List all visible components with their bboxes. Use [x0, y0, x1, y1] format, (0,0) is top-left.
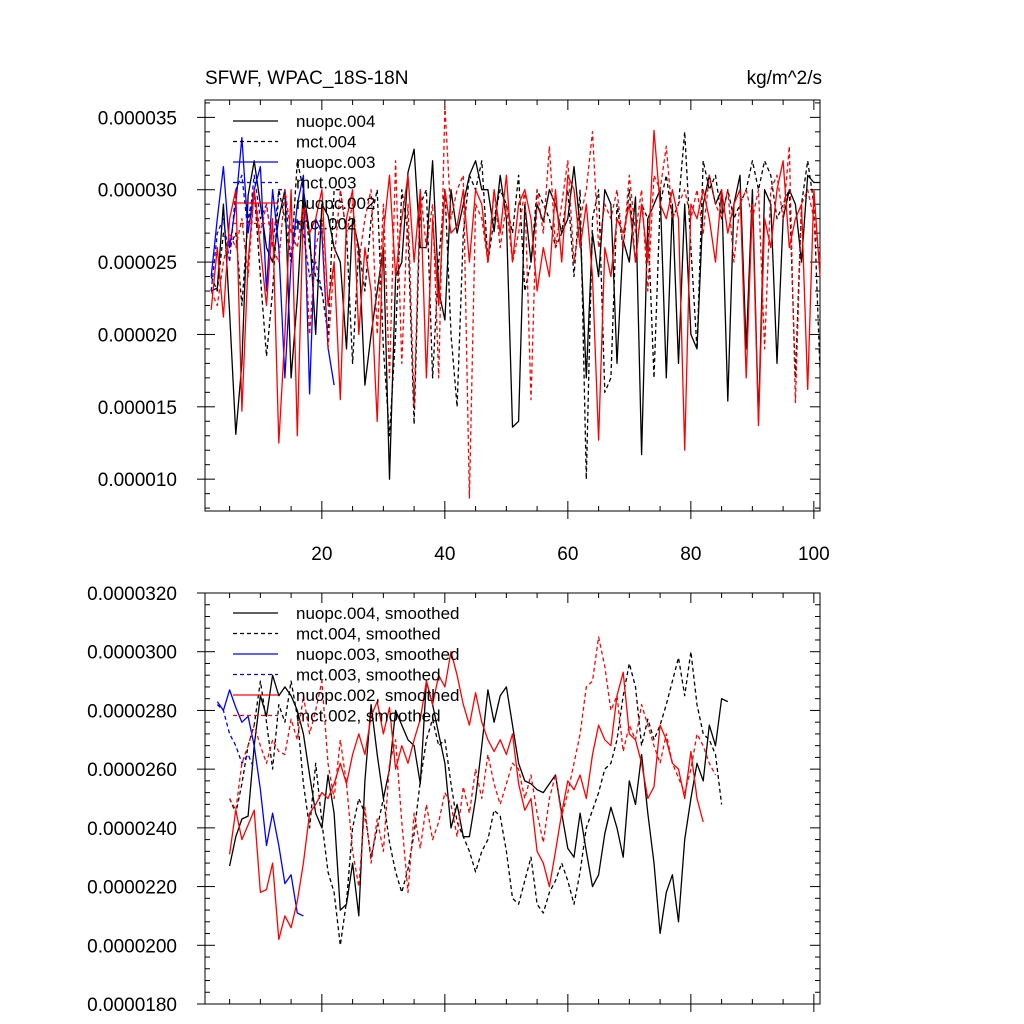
y-tick-label: 0.0000180	[87, 995, 177, 1016]
x-tick-label: 60	[557, 544, 578, 565]
bottom-axis-ticks	[197, 592, 820, 1012]
y-tick-label: 0.0000260	[87, 760, 177, 781]
y-tick-label: 0.000015	[98, 398, 177, 419]
series-line-mct-002-smoothed	[229, 636, 717, 894]
bottom-y-tick-labels: 0.0000180 0.0000200 0.0000220 0.0000240 0.00…	[87, 584, 177, 1016]
top-y-tick-labels: 0.000010 0.000015 0.000020 0.000025 0.000030…	[98, 108, 177, 491]
x-tick-label: 40	[434, 544, 455, 565]
top-x-tick-labels: 20 40 60 80 100	[311, 544, 829, 565]
series-line-nuopc-002-smoothed	[228, 651, 704, 941]
legend-label: mct.004	[296, 133, 356, 152]
y-tick-label: 0.0000300	[87, 643, 177, 664]
x-tick-label: 20	[311, 544, 332, 565]
legend-label: mct.003, smoothed	[296, 666, 441, 685]
y-tick-label: 0.0000240	[87, 819, 177, 840]
legend-label: mct.002, smoothed	[296, 707, 441, 726]
top-panel: SFWF, WPAC_18S-18N kg/m^2/s 0.0000100.00…	[98, 68, 830, 565]
y-tick-label: 0.000025	[98, 253, 177, 274]
y-tick-label: 0.000035	[98, 108, 177, 129]
y-tick-label: 0.000020	[98, 325, 177, 346]
legend-label: nuopc.003	[296, 153, 375, 172]
top-panel-units: kg/m^2/s	[747, 68, 822, 89]
legend-label: nuopc.002, smoothed	[296, 686, 460, 705]
y-tick-label: 0.0000280	[87, 701, 177, 722]
series-line-nuopc-003-smoothed	[216, 689, 304, 917]
series-line-mct-004-smoothed	[229, 651, 723, 946]
legend-label: mct.002	[296, 215, 356, 234]
y-tick-label: 0.0000200	[87, 936, 177, 957]
bottom-plot-frame	[204, 592, 821, 1005]
series-line-nuopc-002	[210, 129, 821, 451]
series-line-mct-003-smoothed	[216, 704, 255, 770]
y-tick-label: 0.000010	[98, 470, 177, 491]
series-line-mct-004	[210, 131, 821, 480]
top-panel-title: SFWF, WPAC_18S-18N	[205, 68, 408, 89]
legend-label: mct.004, smoothed	[296, 625, 441, 644]
top-axis-ticks	[197, 100, 820, 519]
legend-label: nuopc.004	[296, 112, 375, 131]
top-series-layer	[210, 105, 821, 499]
y-tick-label: 0.0000220	[87, 878, 177, 899]
y-tick-label: 0.000030	[98, 181, 177, 202]
bottom-series-layer	[216, 636, 729, 946]
legend-label: nuopc.002	[296, 194, 375, 213]
x-tick-label: 100	[798, 544, 830, 565]
x-tick-label: 80	[680, 544, 701, 565]
legend-label: nuopc.004, smoothed	[296, 604, 460, 623]
bottom-panel: 0.0000180 0.0000200 0.0000220 0.0000240 0.00…	[87, 584, 821, 1016]
legend-label: nuopc.003, smoothed	[296, 645, 460, 664]
series-line-nuopc-003	[210, 136, 335, 395]
y-tick-label: 0.0000320	[87, 584, 177, 605]
legend-label: mct.003	[296, 174, 356, 193]
